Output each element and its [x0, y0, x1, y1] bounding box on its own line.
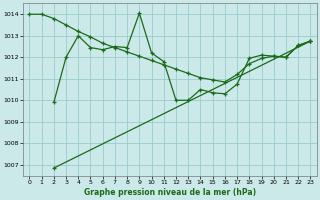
X-axis label: Graphe pression niveau de la mer (hPa): Graphe pression niveau de la mer (hPa): [84, 188, 256, 197]
